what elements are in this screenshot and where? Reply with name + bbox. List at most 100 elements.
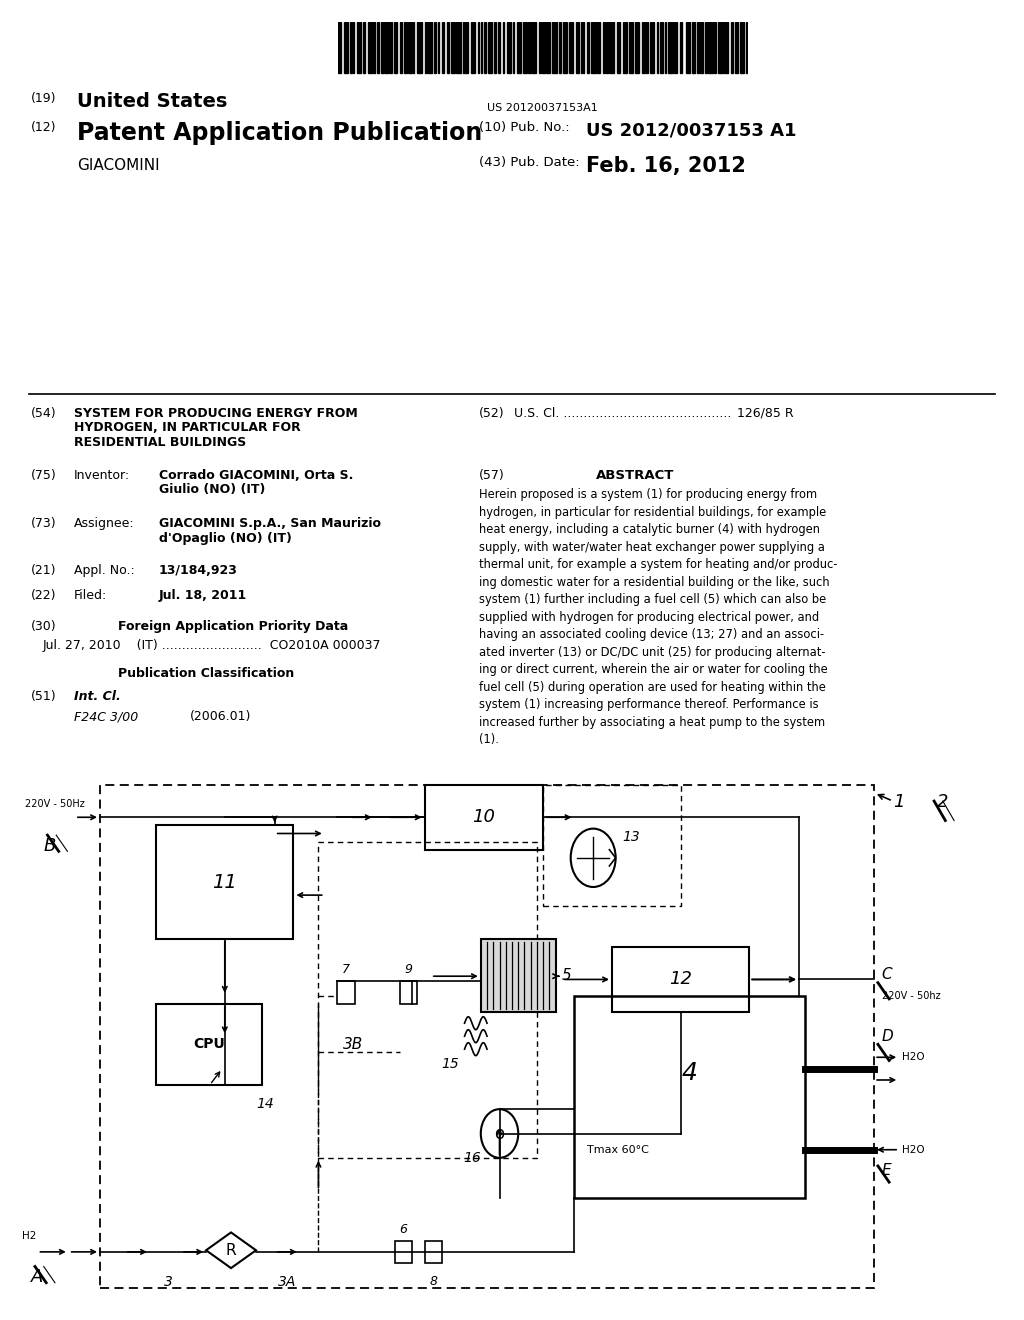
Bar xyxy=(532,22,537,73)
Bar xyxy=(438,22,439,73)
Text: SYSTEM FOR PRODUCING ENERGY FROM: SYSTEM FOR PRODUCING ENERGY FROM xyxy=(74,407,357,420)
Text: 11: 11 xyxy=(212,873,238,891)
Bar xyxy=(635,22,639,73)
Text: (2006.01): (2006.01) xyxy=(189,710,251,723)
Text: 2: 2 xyxy=(937,793,948,810)
Bar xyxy=(503,22,504,73)
Text: GIACOMINI S.p.A., San Maurizio: GIACOMINI S.p.A., San Maurizio xyxy=(159,517,381,531)
Bar xyxy=(377,22,379,73)
Bar xyxy=(344,22,347,73)
Bar xyxy=(413,22,415,73)
Bar xyxy=(575,22,579,73)
Bar xyxy=(338,22,341,73)
Bar xyxy=(581,22,582,73)
Text: 12: 12 xyxy=(669,970,692,989)
Bar xyxy=(629,22,633,73)
Text: (30): (30) xyxy=(31,620,56,634)
Bar xyxy=(100,785,874,1287)
Text: (75): (75) xyxy=(31,469,56,482)
Bar xyxy=(735,22,738,73)
Text: (19): (19) xyxy=(31,92,56,106)
Text: 8: 8 xyxy=(429,1275,437,1287)
Text: Herein proposed is a system (1) for producing energy from
hydrogen, in particula: Herein proposed is a system (1) for prod… xyxy=(479,488,838,746)
Text: Inventor:: Inventor: xyxy=(74,469,130,482)
Bar xyxy=(563,22,567,73)
Bar xyxy=(724,22,728,73)
Bar xyxy=(418,22,422,73)
Bar xyxy=(597,22,600,73)
Text: (52): (52) xyxy=(479,407,505,420)
Bar xyxy=(692,22,695,73)
Text: (22): (22) xyxy=(31,589,56,602)
Text: 3: 3 xyxy=(164,1275,173,1288)
Text: E: E xyxy=(882,1163,891,1179)
Bar xyxy=(668,22,673,73)
Bar xyxy=(605,22,608,73)
Bar xyxy=(583,22,585,73)
Text: RESIDENTIAL BUILDINGS: RESIDENTIAL BUILDINGS xyxy=(74,436,246,449)
Text: ABSTRACT: ABSTRACT xyxy=(596,469,674,482)
Text: (51): (51) xyxy=(31,690,56,704)
Text: H2O: H2O xyxy=(901,1052,925,1063)
Text: B: B xyxy=(44,837,56,855)
Text: F24C 3/00: F24C 3/00 xyxy=(74,710,138,723)
Text: Patent Application Publication: Patent Application Publication xyxy=(77,121,482,145)
Bar xyxy=(665,22,667,73)
Text: 220V - 50hz: 220V - 50hz xyxy=(882,990,940,1001)
Text: 6: 6 xyxy=(399,1222,408,1236)
Bar xyxy=(657,22,658,73)
Bar xyxy=(517,22,520,73)
Bar xyxy=(403,22,408,73)
Bar xyxy=(357,22,360,73)
Bar xyxy=(452,22,455,73)
Bar xyxy=(483,22,486,73)
Bar xyxy=(612,946,750,1012)
Bar xyxy=(364,22,365,73)
Text: 126/85 R: 126/85 R xyxy=(737,407,794,420)
Bar xyxy=(714,22,716,73)
Text: d'Opaglio (NO) (IT): d'Opaglio (NO) (IT) xyxy=(159,532,292,545)
Bar xyxy=(602,22,604,73)
Bar xyxy=(464,22,468,73)
Text: Jul. 27, 2010    (IT) .........................  CO2010A 000037: Jul. 27, 2010 (IT) .....................… xyxy=(43,639,382,652)
Bar xyxy=(542,22,545,73)
Text: o: o xyxy=(495,1125,505,1143)
Bar xyxy=(337,981,354,1003)
Text: 9: 9 xyxy=(404,964,413,977)
Text: U.S. Cl. ..........................................: U.S. Cl. ...............................… xyxy=(514,407,731,420)
Bar xyxy=(650,22,654,73)
Text: 3A: 3A xyxy=(279,1275,296,1288)
Text: Foreign Application Priority Data: Foreign Application Priority Data xyxy=(118,620,348,634)
Bar xyxy=(660,22,664,73)
Text: A: A xyxy=(32,1269,44,1286)
Bar xyxy=(156,1003,262,1085)
Bar xyxy=(624,22,628,73)
Bar xyxy=(543,785,681,907)
Bar xyxy=(434,22,436,73)
Bar xyxy=(425,22,427,73)
Bar xyxy=(718,22,723,73)
Bar xyxy=(394,1241,412,1263)
Bar xyxy=(442,22,444,73)
Bar xyxy=(587,22,589,73)
Bar xyxy=(399,981,417,1003)
Text: 4: 4 xyxy=(682,1061,698,1085)
Text: 14: 14 xyxy=(256,1097,273,1111)
Text: Appl. No.:: Appl. No.: xyxy=(74,564,134,577)
Text: H2O: H2O xyxy=(901,1144,925,1155)
Text: 220V - 50Hz: 220V - 50Hz xyxy=(25,800,85,809)
Text: Tmax 60°C: Tmax 60°C xyxy=(587,1144,649,1155)
Bar xyxy=(477,22,479,73)
Bar xyxy=(730,22,733,73)
Bar xyxy=(569,22,573,73)
Text: (73): (73) xyxy=(31,517,56,531)
Text: United States: United States xyxy=(77,92,227,111)
Bar xyxy=(591,22,596,73)
Bar xyxy=(425,785,543,850)
Bar xyxy=(539,22,542,73)
Text: (21): (21) xyxy=(31,564,56,577)
Bar xyxy=(513,22,514,73)
Text: Filed:: Filed: xyxy=(74,589,106,602)
Text: 5: 5 xyxy=(562,968,571,983)
Text: 10: 10 xyxy=(472,808,496,826)
